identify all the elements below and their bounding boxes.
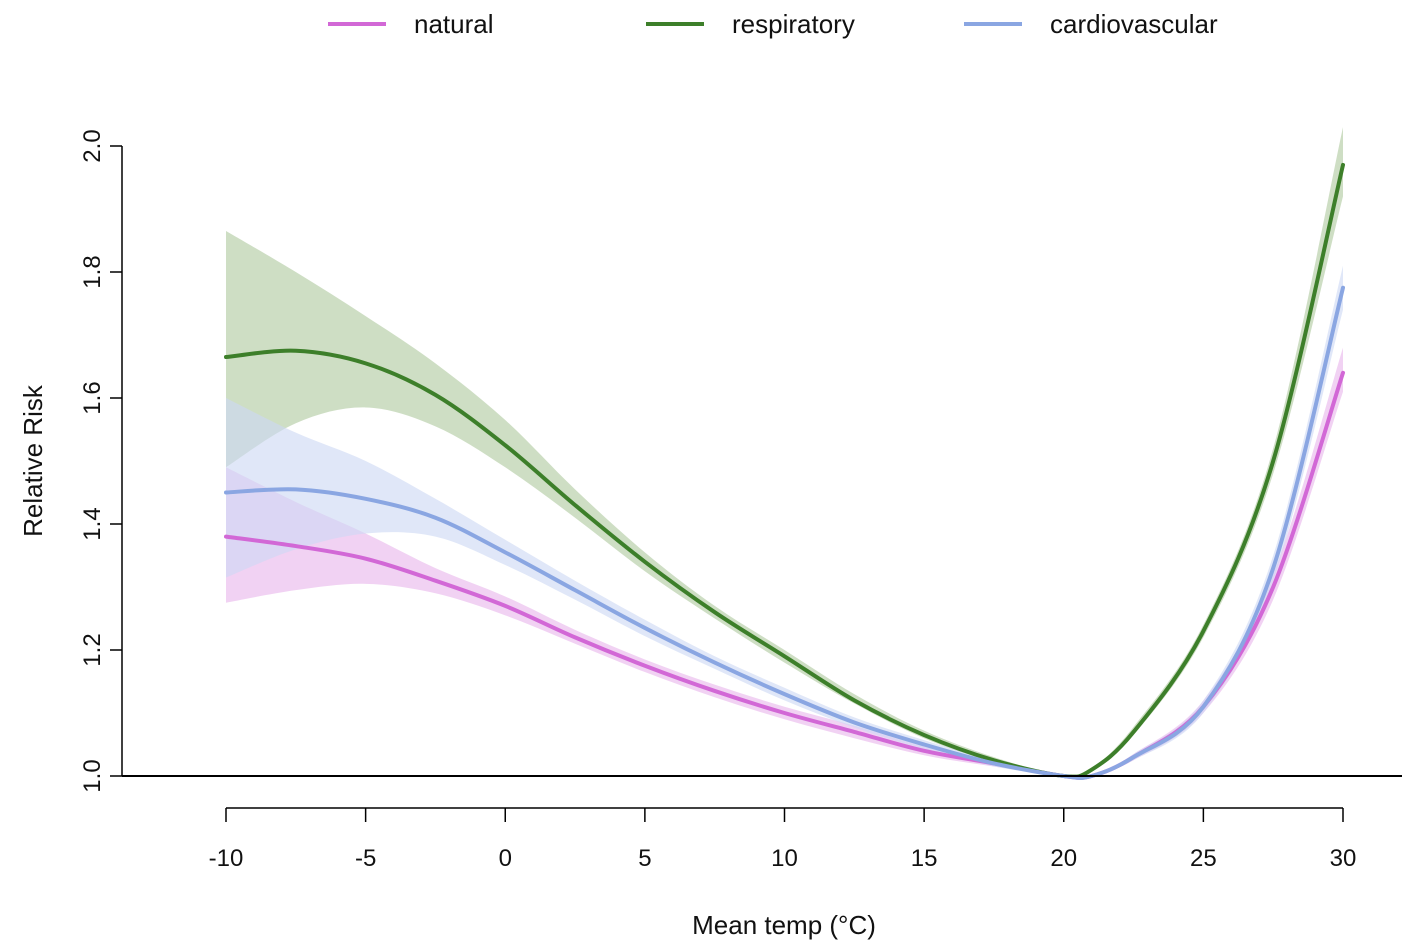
y-tick-label: 1.8 (79, 255, 106, 288)
series-line-cardiovascular (224, 285, 1345, 780)
x-tick-label: 25 (1190, 845, 1217, 872)
x-tick-label: 30 (1330, 845, 1357, 872)
y-tick-label: 2.0 (79, 129, 106, 162)
series-line-respiratory (224, 162, 1345, 779)
legend-label-respiratory: respiratory (732, 9, 855, 39)
y-tick-label: 1.0 (79, 759, 106, 792)
x-tick-label: 10 (771, 845, 798, 872)
legend-label-cardiovascular: cardiovascular (1050, 9, 1218, 39)
x-tick-label: 0 (499, 845, 512, 872)
x-axis-ticks: -10 -5 0 5 10 15 20 25 30 (209, 808, 1357, 872)
series-lines (224, 162, 1345, 780)
y-tick-label: 1.6 (79, 381, 106, 414)
y-tick-label: 1.4 (79, 507, 106, 540)
y-axis-label: Relative Risk (18, 384, 48, 537)
legend: natural respiratory cardiovascular (328, 9, 1218, 39)
x-tick-label: 15 (911, 845, 938, 872)
x-tick-label: -5 (355, 845, 376, 872)
x-axis-label: Mean temp (°C) (692, 910, 876, 940)
y-tick-label: 1.2 (79, 633, 106, 666)
y-axis-ticks: 1.0 1.2 1.4 1.6 1.8 2.0 (79, 129, 122, 793)
x-tick-label: 20 (1050, 845, 1077, 872)
legend-label-natural: natural (414, 9, 494, 39)
x-tick-label: 5 (638, 845, 651, 872)
x-tick-label: -10 (209, 845, 244, 872)
